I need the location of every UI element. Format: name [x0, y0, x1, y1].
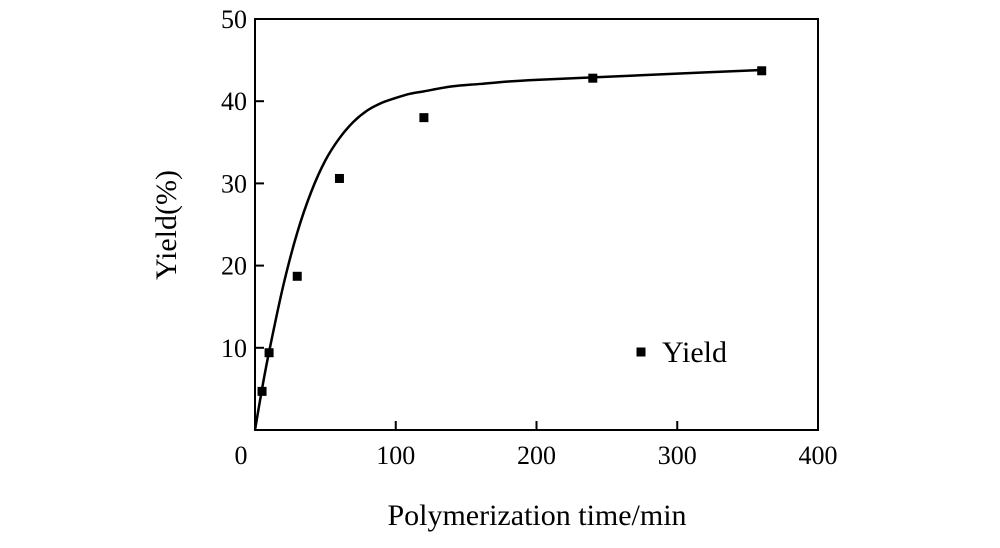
data-point — [292, 271, 302, 281]
x-tick-label: 100 — [376, 441, 415, 470]
data-point — [419, 113, 429, 123]
legend-marker — [636, 347, 646, 357]
data-point — [334, 173, 344, 183]
data-points-group — [257, 66, 767, 396]
data-point — [264, 348, 274, 358]
y-axis-label: Yield(%) — [150, 170, 183, 280]
fit-curve-line — [253, 68, 762, 431]
y-tick-label: 30 — [221, 169, 247, 198]
y-tick-label: 20 — [221, 252, 247, 281]
x-tick-label: 200 — [517, 441, 556, 470]
data-point — [588, 73, 598, 83]
legend: Yield — [636, 336, 727, 369]
x-axis-label: Polymerization time/min — [387, 499, 686, 532]
data-point — [257, 386, 267, 396]
x-tick-label: 400 — [799, 441, 838, 470]
y-tick-label: 50 — [221, 5, 247, 34]
data-point — [757, 66, 767, 76]
legend-label: Yield — [662, 336, 727, 369]
fit-curve-group — [253, 68, 762, 431]
x-tick-label: 0 — [235, 441, 248, 470]
y-tick-label: 40 — [221, 87, 247, 116]
ticks-group: 0 100 200 300 400 10 20 30 40 50 — [221, 5, 838, 470]
x-tick-label: 300 — [658, 441, 697, 470]
y-tick-label: 10 — [221, 334, 247, 363]
